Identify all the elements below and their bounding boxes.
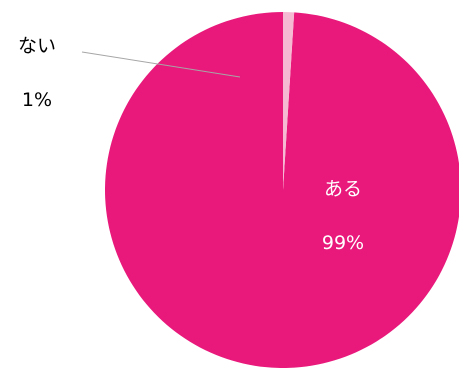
- slice-value-aru: 99%: [322, 232, 364, 254]
- leader-line-nai: [81, 51, 241, 78]
- pie-slice-1: [283, 12, 295, 190]
- slice-label-aru: ある: [324, 178, 362, 200]
- pie-slice-0: [105, 12, 459, 368]
- pie-slices: [105, 12, 459, 368]
- slice-label-nai: ない: [18, 35, 56, 57]
- slice-value-nai: 1%: [22, 89, 52, 111]
